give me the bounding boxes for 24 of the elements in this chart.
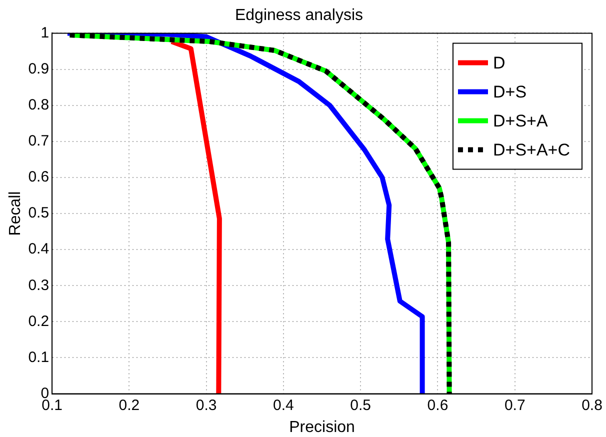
legend-label: D+S+A+C bbox=[492, 140, 570, 160]
x-tick-label: 0.5 bbox=[350, 396, 372, 414]
y-tick-label: 0.5 bbox=[28, 204, 50, 222]
x-axis-title: Precision bbox=[289, 418, 355, 436]
y-tick-label: 0.3 bbox=[28, 276, 50, 294]
x-tick-label: 0.3 bbox=[196, 396, 217, 414]
y-tick-label: 0.8 bbox=[28, 96, 50, 114]
x-tick-label: 0.6 bbox=[427, 396, 448, 414]
x-tick-label: 0.4 bbox=[273, 396, 294, 414]
x-tick-label: 0.2 bbox=[118, 396, 140, 414]
legend-label: D+S bbox=[492, 82, 527, 102]
legend-label: D+S+A bbox=[492, 111, 548, 130]
y-tick-label: 0.1 bbox=[28, 348, 50, 366]
y-tick-label: 1 bbox=[40, 24, 50, 42]
x-tick-label: 0.8 bbox=[582, 396, 602, 414]
x-tick-label: 0.7 bbox=[504, 396, 526, 414]
chart-title: Edginess analysis bbox=[234, 7, 364, 24]
legend-label: D bbox=[492, 53, 506, 72]
y-tick-label: 0.7 bbox=[28, 132, 50, 150]
y-axis-title: Recall bbox=[7, 191, 24, 236]
y-tick-label: 0.9 bbox=[28, 60, 50, 78]
y-tick-label: 0.6 bbox=[28, 168, 50, 186]
y-tick-label: 0.4 bbox=[28, 240, 50, 258]
y-tick-label: 0.2 bbox=[28, 312, 50, 330]
